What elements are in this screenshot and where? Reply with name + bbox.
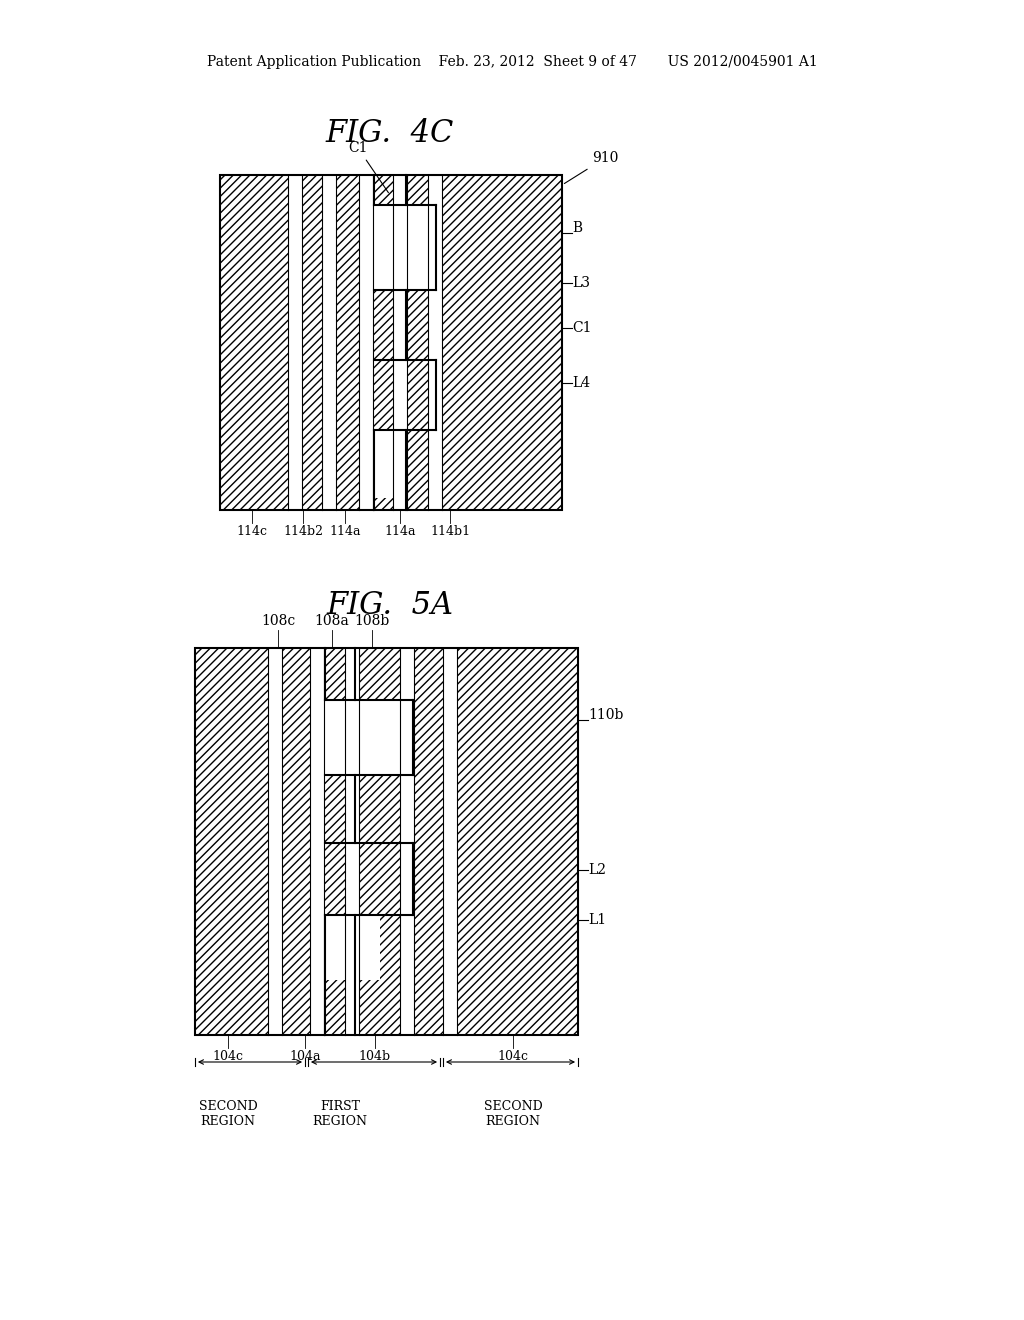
Text: L4: L4 bbox=[572, 376, 590, 389]
Text: Patent Application Publication    Feb. 23, 2012  Sheet 9 of 47       US 2012/004: Patent Application Publication Feb. 23, … bbox=[207, 55, 817, 69]
Text: 114a: 114a bbox=[384, 525, 416, 539]
Bar bbox=[393, 176, 407, 510]
Bar bbox=[220, 176, 562, 510]
Bar bbox=[322, 176, 336, 510]
Text: FIG.  5A: FIG. 5A bbox=[327, 590, 454, 620]
Bar bbox=[322, 176, 336, 510]
Bar bbox=[374, 205, 436, 290]
Text: 108c: 108c bbox=[261, 614, 295, 628]
Text: FIRST
REGION: FIRST REGION bbox=[312, 1100, 368, 1129]
Bar bbox=[400, 648, 414, 1035]
Bar bbox=[325, 915, 380, 979]
Bar bbox=[374, 290, 436, 360]
Bar bbox=[195, 648, 578, 1035]
Bar bbox=[288, 176, 302, 510]
Text: 104c: 104c bbox=[213, 1049, 244, 1063]
Bar bbox=[268, 648, 282, 1035]
Bar bbox=[400, 648, 414, 1035]
Text: 104c: 104c bbox=[498, 1049, 528, 1063]
Bar bbox=[359, 176, 373, 510]
Bar bbox=[374, 360, 436, 430]
Text: SECOND
REGION: SECOND REGION bbox=[199, 1100, 257, 1129]
Bar bbox=[288, 176, 302, 510]
Text: 114b1: 114b1 bbox=[430, 525, 470, 539]
Bar bbox=[374, 360, 406, 430]
Bar bbox=[325, 843, 413, 915]
Bar bbox=[195, 648, 268, 1035]
Bar bbox=[325, 775, 413, 843]
Text: L2: L2 bbox=[588, 863, 606, 876]
Bar bbox=[220, 176, 562, 510]
Text: 104b: 104b bbox=[359, 1049, 391, 1063]
Bar bbox=[345, 648, 359, 1035]
Text: 114a: 114a bbox=[330, 525, 360, 539]
Text: B: B bbox=[572, 220, 582, 235]
Bar bbox=[374, 430, 406, 498]
Bar bbox=[374, 290, 406, 360]
Bar bbox=[195, 648, 578, 1035]
Bar bbox=[310, 648, 324, 1035]
Text: 114b2: 114b2 bbox=[283, 525, 323, 539]
Bar bbox=[220, 176, 562, 510]
Bar bbox=[325, 700, 413, 775]
Text: 110b: 110b bbox=[588, 708, 624, 722]
Text: 108b: 108b bbox=[354, 614, 389, 628]
Text: 910: 910 bbox=[564, 150, 618, 183]
Bar bbox=[428, 176, 442, 510]
Bar bbox=[443, 648, 457, 1035]
Bar bbox=[268, 648, 282, 1035]
Bar bbox=[310, 648, 324, 1035]
Text: C1: C1 bbox=[348, 141, 388, 193]
Text: C1: C1 bbox=[572, 321, 592, 335]
Bar bbox=[393, 176, 407, 510]
Bar bbox=[359, 176, 373, 510]
Bar bbox=[325, 843, 380, 915]
Bar bbox=[428, 176, 442, 510]
Text: FIG.  4C: FIG. 4C bbox=[326, 117, 455, 149]
Text: 108a: 108a bbox=[314, 614, 349, 628]
Text: 104a: 104a bbox=[289, 1049, 321, 1063]
Text: SECOND
REGION: SECOND REGION bbox=[483, 1100, 543, 1129]
Text: L3: L3 bbox=[572, 276, 590, 290]
Text: L1: L1 bbox=[588, 913, 606, 927]
Bar bbox=[325, 775, 380, 843]
Bar bbox=[282, 648, 443, 1035]
Bar bbox=[443, 648, 457, 1035]
Bar bbox=[443, 648, 578, 1035]
Text: 114c: 114c bbox=[237, 525, 267, 539]
Bar bbox=[345, 648, 359, 1035]
